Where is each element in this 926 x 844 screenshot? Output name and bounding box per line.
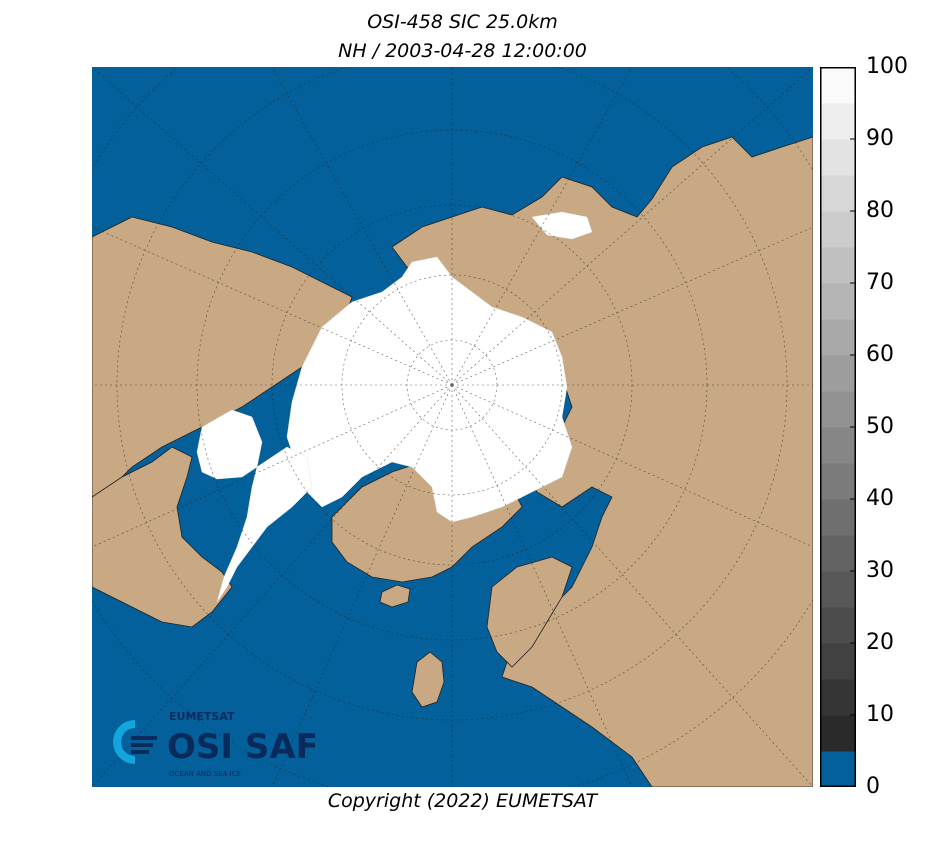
colorbar-segment: [820, 571, 856, 608]
colorbar-segment: [820, 751, 856, 787]
land-british-isles: [411, 651, 445, 708]
colorbar-segment: [820, 355, 856, 392]
logo-org: EUMETSAT: [169, 710, 235, 723]
eumetsat-globe-icon: [113, 720, 157, 764]
colorbar-tick-label: 30: [866, 558, 894, 583]
colorbar-tick-label: 100: [866, 54, 908, 79]
colorbar-segment: [820, 247, 856, 284]
colorbar-segment: [820, 391, 856, 428]
colorbar-segment: [820, 103, 856, 140]
map-title: OSI-458 SIC 25.0km: [367, 11, 558, 33]
copyright-text: Copyright (2022) EUMETSAT: [327, 790, 598, 812]
colorbar-segment: [820, 67, 856, 104]
land-canada: [92, 446, 233, 628]
colorbar-segment: [820, 499, 856, 536]
colorbar: [820, 67, 856, 787]
colorbar-segment: [820, 679, 856, 716]
map-subtitle: NH / 2003-04-28 12:00:00: [338, 40, 587, 62]
colorbar-tick-label: 80: [866, 198, 894, 223]
colorbar-segment: [820, 283, 856, 320]
sea-ice-arctic: [286, 256, 573, 523]
logo-brand: OSI SAF: [167, 727, 315, 767]
colorbar-segment: [820, 715, 856, 752]
graticule: [92, 67, 813, 787]
colorbar-segment: [820, 607, 856, 644]
colorbar-segment: [820, 175, 856, 212]
colorbar-segment: [820, 139, 856, 176]
colorbar-tick-label: 40: [866, 486, 894, 511]
colorbar-tick-label: 50: [866, 414, 894, 439]
colorbar-tick-label: 10: [866, 702, 894, 727]
osi-saf-logo: EUMETSAT OSI SAF OCEAN AND SEA ICE: [113, 710, 315, 778]
land-iceland: [379, 584, 411, 608]
logo-tagline: OCEAN AND SEA ICE: [169, 770, 241, 778]
sea-ice-okhotsk: [531, 211, 593, 240]
sea-ice-baffin: [216, 446, 313, 603]
colorbar-tick-label: 70: [866, 270, 894, 295]
colorbar-segment: [820, 463, 856, 500]
sea-ice-hudson-bay: [196, 409, 263, 480]
colorbar-tick-label: 20: [866, 630, 894, 655]
land-scandinavia: [486, 556, 573, 668]
colorbar-segment: [820, 643, 856, 680]
colorbar-tick-label: 90: [866, 126, 894, 151]
colorbar-segment: [820, 319, 856, 356]
colorbar-segment: [820, 211, 856, 248]
colorbar-segment: [820, 427, 856, 464]
colorbar-tick-label: 60: [866, 342, 894, 367]
colorbar-tick-label: 0: [866, 774, 880, 799]
colorbar-segment: [820, 535, 856, 572]
sea-ice-concentration-map: [92, 67, 813, 787]
